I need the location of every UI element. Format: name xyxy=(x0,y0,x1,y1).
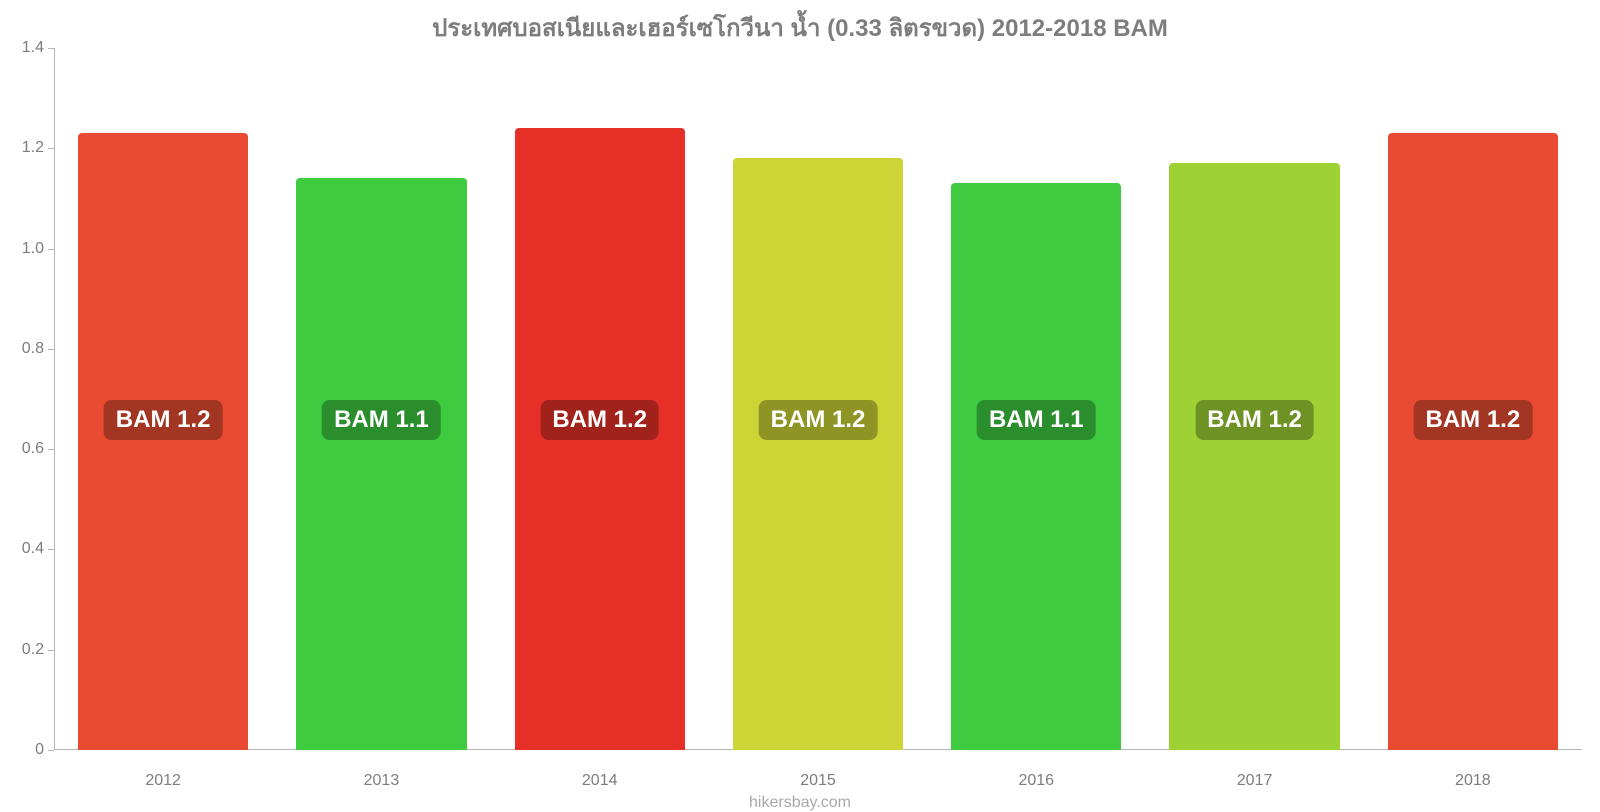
x-tick-label: 2017 xyxy=(1237,772,1273,790)
x-tick-label: 2012 xyxy=(145,772,181,790)
bar-value-label: BAM 1.2 xyxy=(540,400,659,440)
bar-value-label: BAM 1.2 xyxy=(1414,400,1533,440)
bar xyxy=(78,133,248,750)
x-tick-label: 2015 xyxy=(800,772,836,790)
y-tick-mark xyxy=(48,549,54,550)
y-tick-mark xyxy=(48,148,54,149)
bar-chart: ประเทศบอสเนียและเฮอร์เซโกวีนา น้ำ (0.33 … xyxy=(0,0,1600,800)
bar-value-label: BAM 1.1 xyxy=(322,400,441,440)
x-tick-label: 2016 xyxy=(1018,772,1054,790)
credit-text: hikersbay.com xyxy=(0,794,1600,812)
bar-value-label: BAM 1.1 xyxy=(977,400,1096,440)
plot-area: 00.20.40.60.81.01.21.4BAM 1.2BAM 1.1BAM … xyxy=(54,48,1582,750)
bar-value-label: BAM 1.2 xyxy=(759,400,878,440)
bar xyxy=(1388,133,1558,750)
bar xyxy=(733,158,903,750)
y-tick-mark xyxy=(48,449,54,450)
bar xyxy=(296,178,466,750)
y-tick-mark xyxy=(48,750,54,751)
bar xyxy=(951,183,1121,750)
y-tick-mark xyxy=(48,349,54,350)
y-tick-mark xyxy=(48,48,54,49)
bar-value-label: BAM 1.2 xyxy=(104,400,223,440)
x-tick-label: 2014 xyxy=(582,772,618,790)
x-tick-label: 2018 xyxy=(1455,772,1491,790)
y-tick-mark xyxy=(48,249,54,250)
y-tick-mark xyxy=(48,650,54,651)
bar xyxy=(1169,163,1339,750)
chart-title: ประเทศบอสเนียและเฮอร์เซโกวีนา น้ำ (0.33 … xyxy=(0,8,1600,47)
x-tick-label: 2013 xyxy=(364,772,400,790)
bar-value-label: BAM 1.2 xyxy=(1195,400,1314,440)
